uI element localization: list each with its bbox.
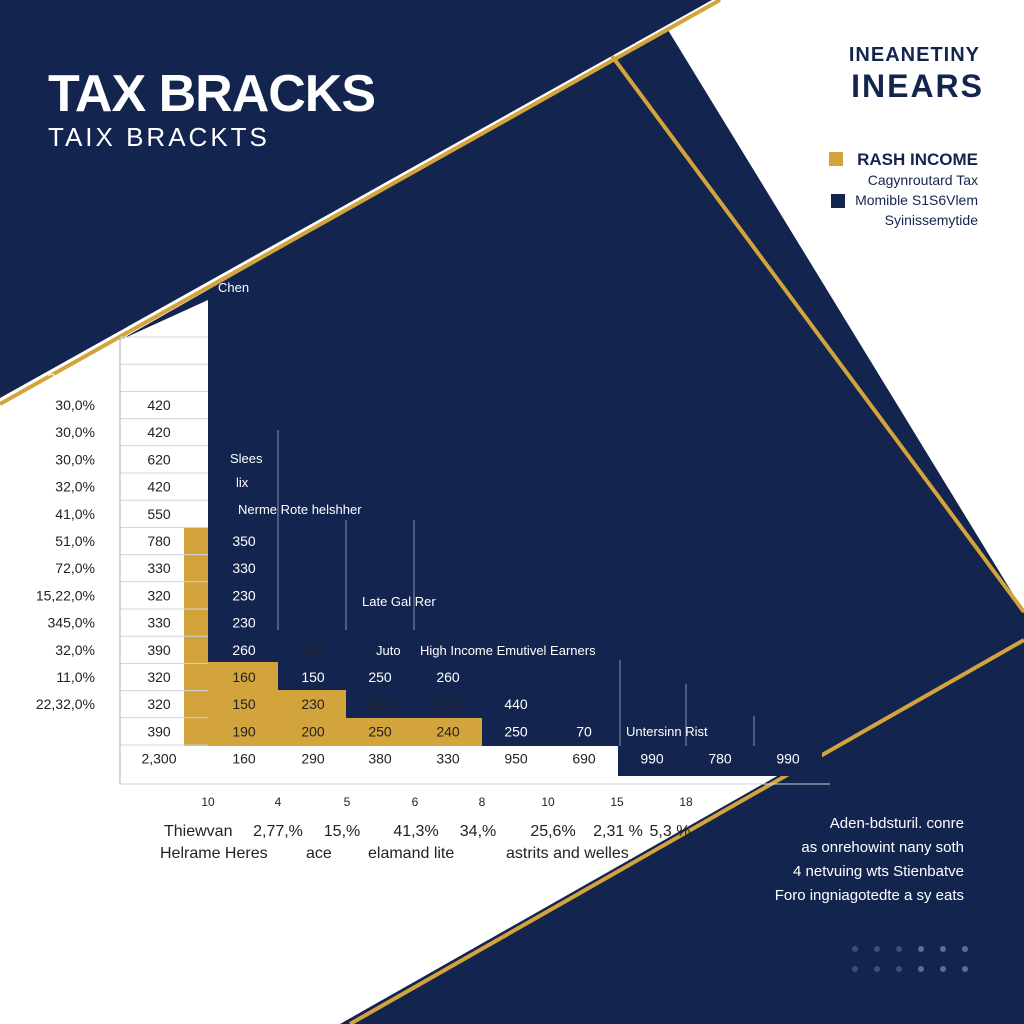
- legend-label-navy: Momible S1S6Vlem: [855, 192, 978, 208]
- decorative-dot: [962, 946, 968, 952]
- top-left-navy-band: [0, 0, 712, 398]
- decorative-dot: [962, 966, 968, 972]
- note-line: Foro ingniagotedte a sy eats: [774, 887, 964, 904]
- note-text: Aden-bdsturil. conre as onrehowint nany …: [754, 812, 964, 908]
- gold-line-right: [610, 54, 1024, 614]
- decorative-dot: [874, 966, 880, 972]
- header-right-small: INEANETINY: [848, 44, 980, 66]
- decorative-dot: [918, 946, 924, 952]
- bottom-navy-band: [340, 636, 1024, 1024]
- decorative-dot: [896, 966, 902, 972]
- decorative-dot: [896, 946, 902, 952]
- legend-sub-gold: Cagynroutard Tax: [867, 172, 978, 188]
- decorative-dot: [940, 946, 946, 952]
- gold-line-bottom: [349, 638, 1024, 1024]
- legend-item-navy: Momible S1S6Vlem: [831, 190, 978, 210]
- legend-swatch-gold: [829, 152, 844, 166]
- decorative-dot: [852, 946, 858, 952]
- legend-label-gold: RASH INCOME: [857, 150, 978, 169]
- note-line: 4 netvuing wts Stienbatve: [793, 863, 964, 880]
- decorative-dot: [874, 946, 880, 952]
- legend-item-gold: RASH INCOME: [829, 150, 978, 170]
- decorative-dot: [940, 966, 946, 972]
- note-line: Aden-bdsturil. conre: [829, 815, 964, 832]
- note-line: as onrehowint nany soth: [801, 839, 964, 856]
- page-title: TAX BRACKS: [48, 65, 376, 123]
- decorative-dots: [852, 946, 972, 976]
- decorative-dot: [852, 966, 858, 972]
- page-subtitle: TAIX BRACKTS: [48, 122, 270, 152]
- legend: RASH INCOME Cagynroutard Tax Momible S1S…: [829, 150, 978, 230]
- header-right-big: INEARS: [851, 68, 984, 104]
- legend-sub-navy: Syinissemytide: [884, 212, 978, 228]
- decorative-dot: [918, 966, 924, 972]
- legend-swatch-navy: [831, 194, 846, 208]
